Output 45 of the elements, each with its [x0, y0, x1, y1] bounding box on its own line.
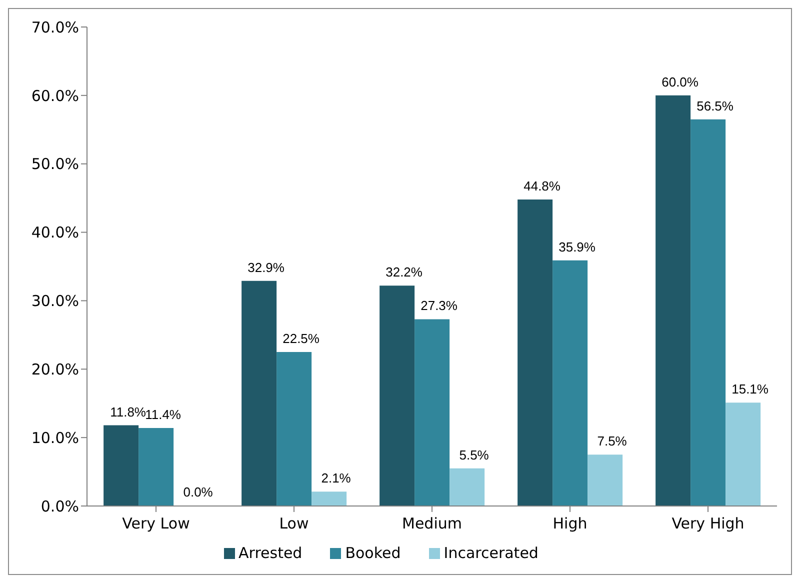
y-tick-label: 10.0%	[31, 428, 79, 447]
x-tick-label: Very High	[672, 514, 744, 533]
y-tick-label: 0.0%	[40, 497, 79, 516]
x-tick-label: High	[552, 514, 588, 533]
data-label: 22.5%	[282, 331, 320, 346]
data-label: 27.3%	[420, 298, 458, 314]
data-label: 0.0%	[183, 484, 214, 500]
data-label: 5.5%	[459, 447, 490, 462]
bar	[104, 425, 139, 506]
data-label: 44.8%	[524, 178, 561, 194]
bar	[242, 280, 277, 506]
y-tick-label: 20.0%	[31, 360, 79, 378]
data-label: 2.1%	[321, 470, 352, 486]
y-tick-label: 30.0%	[31, 292, 79, 310]
bar	[312, 492, 347, 506]
y-tick-label: 60.0%	[31, 86, 79, 105]
bar	[690, 119, 726, 506]
data-label: 60.0%	[662, 74, 699, 90]
x-tick-label: Medium	[402, 514, 462, 533]
bar	[276, 352, 312, 506]
data-label: 35.9%	[558, 239, 596, 254]
data-label: 11.8%	[110, 404, 146, 420]
y-tick-label: 50.0%	[31, 155, 79, 174]
x-tick-label: Low	[279, 514, 309, 533]
bar	[588, 454, 623, 506]
bar	[656, 95, 691, 506]
bar	[552, 260, 588, 506]
bar	[726, 402, 761, 506]
bar	[138, 428, 174, 506]
bar	[450, 468, 485, 506]
data-label: 32.2%	[386, 264, 423, 280]
legend-label: Arrested	[238, 544, 302, 562]
legend-label: Booked	[345, 544, 401, 562]
bar	[518, 199, 553, 506]
data-label: 56.5%	[696, 98, 734, 114]
y-tick-label: 40.0%	[31, 224, 79, 242]
bar	[414, 319, 450, 506]
legend-label: Incarcerated	[444, 544, 538, 562]
data-label: 32.9%	[248, 260, 285, 275]
data-label: 11.4%	[145, 406, 182, 422]
data-label: 15.1%	[732, 382, 769, 397]
x-tick-label: Very Low	[122, 514, 190, 533]
data-label: 7.5%	[597, 434, 628, 449]
bar	[380, 286, 415, 506]
y-tick-label: 70.0%	[31, 18, 79, 36]
